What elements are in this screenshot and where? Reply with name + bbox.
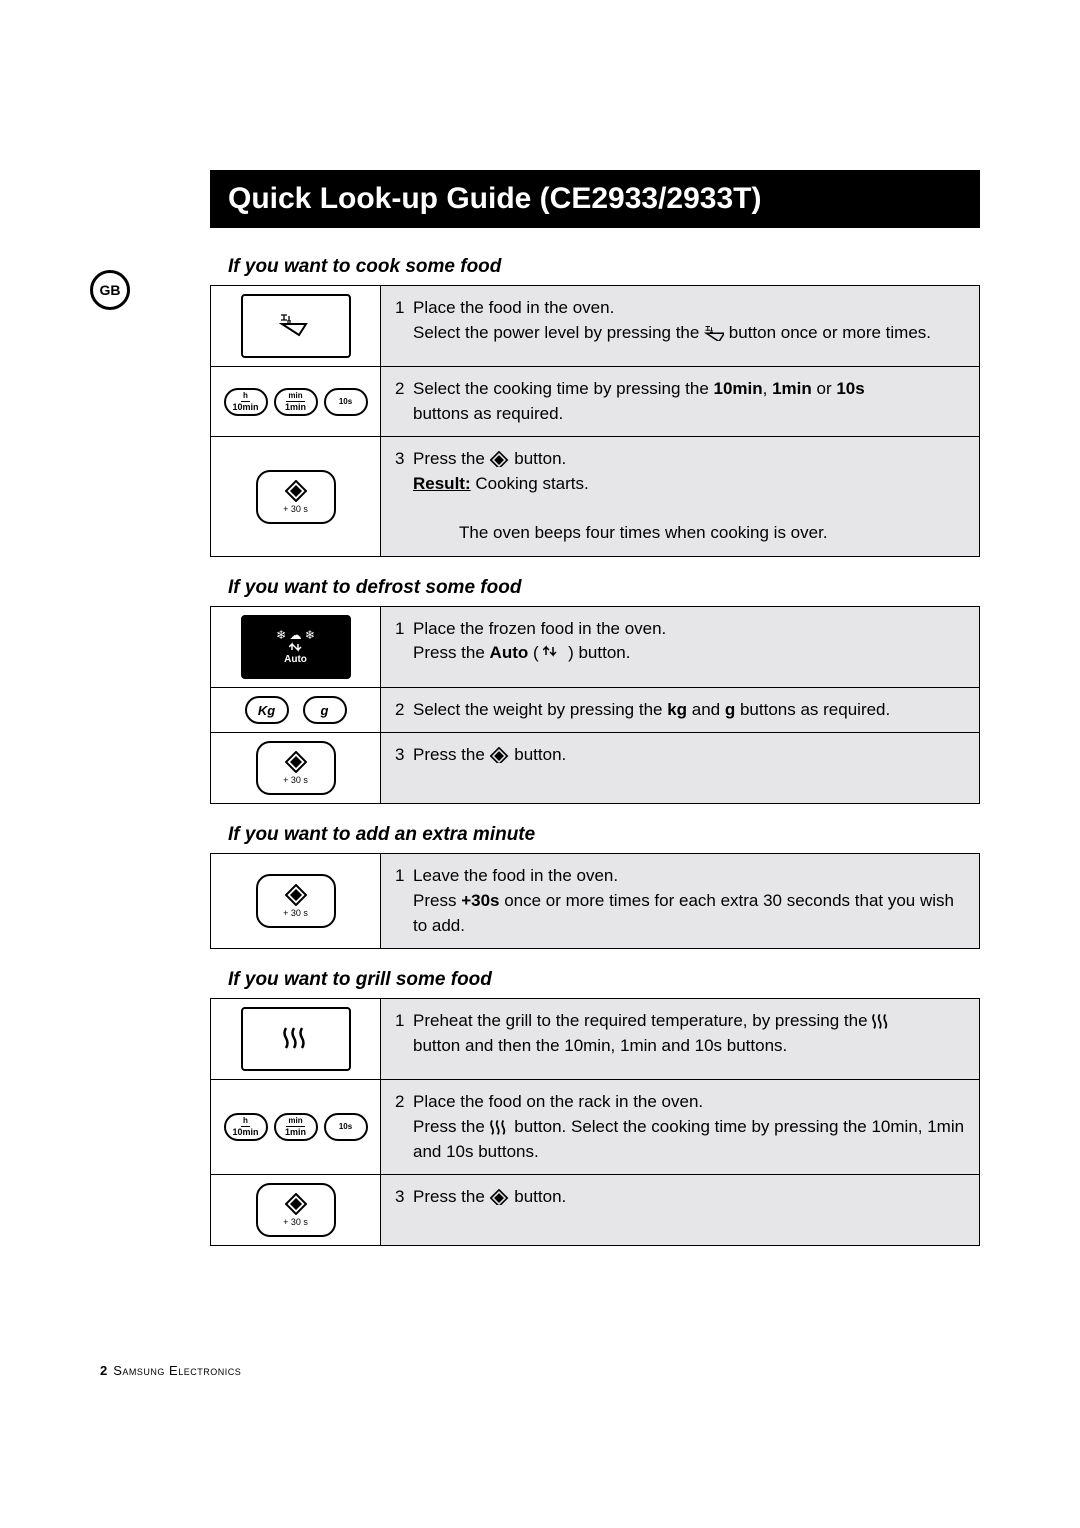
start-button-illustration: + 30 s: [211, 733, 381, 803]
grill-icon: [283, 1026, 309, 1052]
language-badge: GB: [90, 270, 130, 310]
power-button-illustration: [211, 286, 381, 366]
plus30s-button-illustration: + 30 s: [211, 854, 381, 948]
cook-step2-text: 2Select the cooking time by pressing the…: [381, 367, 979, 436]
page-footer: 2Samsung Electronics: [100, 1363, 241, 1378]
start-icon: [285, 751, 307, 773]
time-buttons-illustration: h10min min1min 10s: [211, 1080, 381, 1174]
start-icon: [490, 451, 510, 467]
start-icon: [490, 1189, 510, 1205]
extra-step1-text: 1Leave the food in the oven. Press +30s …: [381, 854, 979, 948]
defrost-step2-text: 2Select the weight by pressing the kg an…: [381, 688, 979, 733]
defrost-icon: [543, 645, 563, 661]
start-button-illustration: + 30 s: [211, 437, 381, 556]
cook-step1-text: 1Place the food in the oven. Select the …: [381, 286, 979, 366]
grill-step3-text: 3Press the button.: [381, 1175, 979, 1245]
section-grill-heading: If you want to grill some food: [228, 969, 980, 991]
grill-button-illustration: [211, 999, 381, 1079]
defrost-step1-text: 1Place the frozen food in the oven. Pres…: [381, 607, 979, 687]
defrost-step3-text: 3Press the button.: [381, 733, 979, 803]
section-cook-heading: If you want to cook some food: [228, 256, 980, 278]
cook-step3-row: + 30 s 3Press the button. Result: Cookin…: [210, 436, 980, 557]
grill-step1-row: 1Preheat the grill to the required tempe…: [210, 998, 980, 1080]
power-level-icon: [704, 325, 724, 341]
cook-step3-text: 3Press the button. Result: Cooking start…: [381, 437, 979, 556]
start-icon: [285, 480, 307, 502]
power-level-icon: [279, 313, 313, 339]
extra-step1-row: + 30 s 1Leave the food in the oven. Pres…: [210, 853, 980, 949]
weight-buttons-illustration: Kg g: [211, 688, 381, 733]
grill-step3-row: + 30 s 3Press the button.: [210, 1174, 980, 1246]
section-extra-heading: If you want to add an extra minute: [228, 824, 980, 846]
grill-icon: [872, 1013, 892, 1029]
start-icon: [285, 1193, 307, 1215]
defrost-icon: [289, 642, 303, 654]
start-icon: [490, 747, 510, 763]
grill-icon: [490, 1119, 510, 1135]
start-button-illustration: + 30 s: [211, 1175, 381, 1245]
defrost-step2-row: Kg g 2Select the weight by pressing the …: [210, 687, 980, 734]
grill-step2-row: h10min min1min 10s 2Place the food on th…: [210, 1079, 980, 1175]
start-icon: [285, 884, 307, 906]
defrost-step3-row: + 30 s 3Press the button.: [210, 732, 980, 804]
auto-defrost-button-illustration: ❄ ☁ ❄ Auto: [211, 607, 381, 687]
defrost-step1-row: ❄ ☁ ❄ Auto 1Place the frozen food in the…: [210, 606, 980, 688]
grill-step1-text: 1Preheat the grill to the required tempe…: [381, 999, 979, 1079]
page-title: Quick Look-up Guide (CE2933/2933T): [210, 170, 980, 228]
grill-step2-text: 2Place the food on the rack in the oven.…: [381, 1080, 979, 1174]
cook-step1-row: 1Place the food in the oven. Select the …: [210, 285, 980, 367]
section-defrost-heading: If you want to defrost some food: [228, 577, 980, 599]
time-buttons-illustration: h10min min1min 10s: [211, 367, 381, 436]
cook-step2-row: h10min min1min 10s 2Select the cooking t…: [210, 366, 980, 437]
